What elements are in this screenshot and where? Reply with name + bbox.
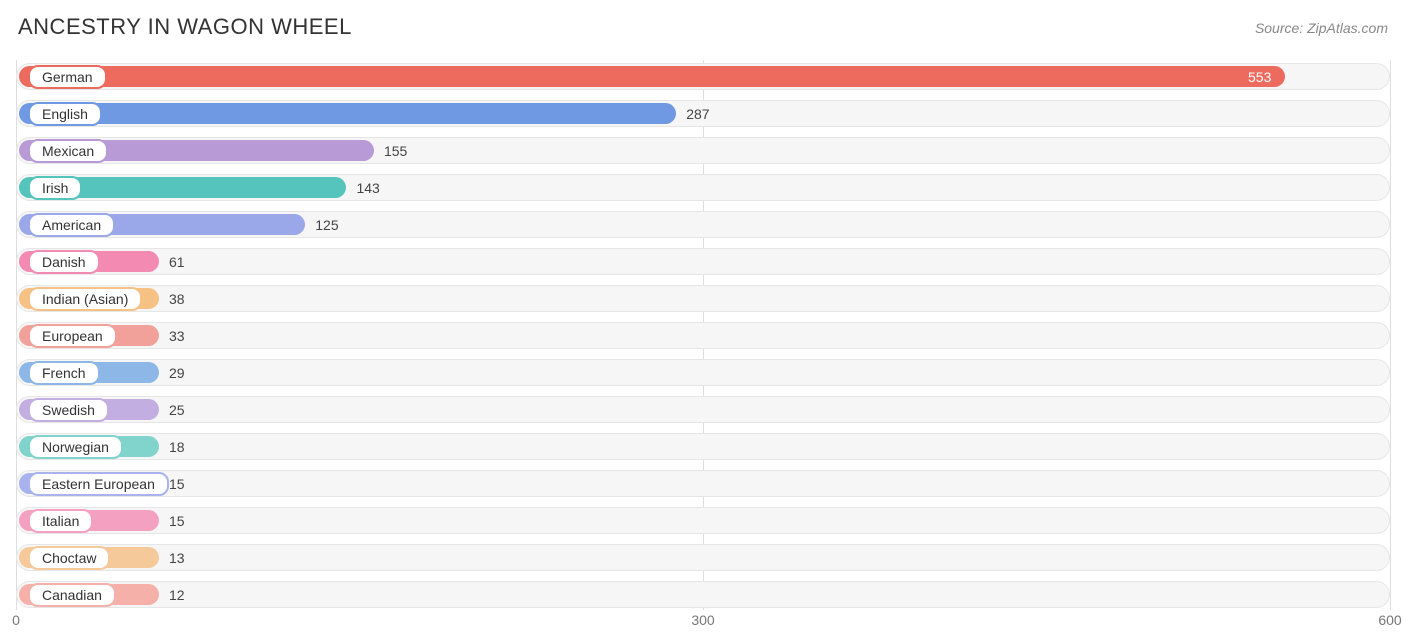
- bar-value-label: 12: [169, 587, 185, 603]
- bar-row: Eastern European15: [16, 467, 1390, 500]
- bar-category-label: Danish: [28, 250, 100, 274]
- source-attribution: Source: ZipAtlas.com: [1255, 20, 1388, 36]
- bar-value-label: 29: [169, 365, 185, 381]
- bar-category-label: Choctaw: [28, 546, 110, 570]
- x-axis-tick: 600: [1378, 612, 1401, 628]
- bar-row: Indian (Asian) 38: [16, 282, 1390, 315]
- chart-title: ANCESTRY IN WAGON WHEEL: [18, 14, 352, 40]
- bar-fill: [19, 103, 676, 124]
- bar-row: European 33: [16, 319, 1390, 352]
- bar-category-label: American: [28, 213, 115, 237]
- bar-value-label: 18: [169, 439, 185, 455]
- bar-value-label: 38: [169, 291, 185, 307]
- bar-category-label: Canadian: [28, 583, 116, 607]
- bar-track: [16, 322, 1390, 349]
- bar-value-label: 125: [315, 217, 338, 233]
- bar-value-label: 287: [686, 106, 709, 122]
- bar-track: [16, 470, 1390, 497]
- bar-row: Italian 15: [16, 504, 1390, 537]
- bar-row: French 29: [16, 356, 1390, 389]
- bar-track: [16, 359, 1390, 386]
- bar-track: [16, 285, 1390, 312]
- bar-track: [16, 581, 1390, 608]
- x-axis-tick: 0: [12, 612, 20, 628]
- bar-category-label: German: [28, 65, 107, 89]
- bar-value-label: 15: [169, 513, 185, 529]
- gridline: [1390, 60, 1391, 610]
- bar-row: American 125: [16, 208, 1390, 241]
- bar-category-label: Indian (Asian): [28, 287, 142, 311]
- bar-fill: [19, 66, 1285, 87]
- bar-category-label: Irish: [28, 176, 82, 200]
- bar-row: English 287: [16, 97, 1390, 130]
- bar-row: Norwegian 18: [16, 430, 1390, 463]
- x-axis-tick: 300: [691, 612, 714, 628]
- bar-category-label: Eastern European: [28, 472, 169, 496]
- bar-category-label: Italian: [28, 509, 93, 533]
- bar-track: [16, 248, 1390, 275]
- bar-track: [16, 544, 1390, 571]
- chart-area: German 553 English 287 Mexican 155 Irish 143 Ame…: [16, 60, 1390, 608]
- bar-category-label: English: [28, 102, 102, 126]
- bar-value-label: 553: [1248, 69, 1271, 85]
- bar-category-label: Swedish: [28, 398, 109, 422]
- bar-row: Irish 143: [16, 171, 1390, 204]
- bar-value-label: 61: [169, 254, 185, 270]
- bar-row: German 553: [16, 60, 1390, 93]
- bar-category-label: European: [28, 324, 117, 348]
- bar-category-label: Mexican: [28, 139, 108, 163]
- bar-row: Choctaw 13: [16, 541, 1390, 574]
- bar-row: Danish 61: [16, 245, 1390, 278]
- bar-track: [16, 396, 1390, 423]
- bar-value-label: 13: [169, 550, 185, 566]
- bar-value-label: 143: [356, 180, 379, 196]
- bar-row: Canadian 12: [16, 578, 1390, 611]
- bar-track: [16, 433, 1390, 460]
- bar-value-label: 25: [169, 402, 185, 418]
- bar-value-label: 155: [384, 143, 407, 159]
- bar-category-label: Norwegian: [28, 435, 123, 459]
- bar-category-label: French: [28, 361, 100, 385]
- x-axis: 0300600: [16, 612, 1390, 634]
- bar-track: [16, 507, 1390, 534]
- bar-value-label: 15: [169, 476, 185, 492]
- bar-row: Swedish 25: [16, 393, 1390, 426]
- bar-value-label: 33: [169, 328, 185, 344]
- bar-row: Mexican 155: [16, 134, 1390, 167]
